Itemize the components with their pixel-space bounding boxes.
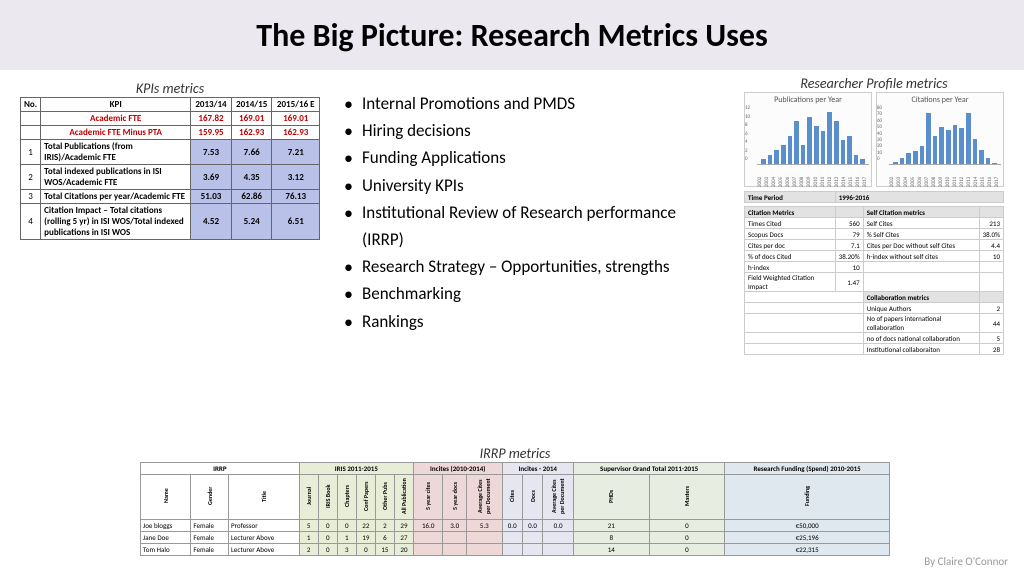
irrp-col-header: Funding <box>725 475 890 520</box>
kpis-section: KPIs metrics No.KPI2013/142014/152015/16… <box>20 80 320 240</box>
metric-row: Times Cited560Self Cites213 <box>745 218 1004 229</box>
chart-bar <box>768 155 773 164</box>
kpis-label: KPIs metrics <box>20 80 320 97</box>
metric-row: Scopus Docs79% Self Cites38.0% <box>745 229 1004 240</box>
chart-bar <box>953 125 958 164</box>
chart-bar <box>794 121 799 164</box>
bullet-item: Internal Promotions and PMDS <box>340 90 720 117</box>
irrp-col-header: PHDs <box>573 475 649 520</box>
bullet-item: Rankings <box>340 308 720 335</box>
irrp-col-header: 5 year cites <box>413 475 442 520</box>
chart-bar <box>933 136 938 165</box>
kpi-row: 2Total indexed publications in ISI WOS/A… <box>21 165 320 190</box>
irrp-col-header: All Publication <box>394 475 413 520</box>
bullet-list: Internal Promotions and PMDSHiring decis… <box>340 90 720 335</box>
chart-bar <box>801 145 806 164</box>
kpi-table: No.KPI2013/142014/152015/16 E Academic F… <box>20 97 320 240</box>
chart-bar <box>913 151 918 164</box>
kpi-col-header: 2013/14 <box>191 98 232 112</box>
collab-row: No of papers international collaboration… <box>745 314 1004 333</box>
chart-citations: Citations per Year 01020304050607080 200… <box>876 92 1004 187</box>
irrp-col-header: Journal <box>299 475 318 520</box>
irrp-col-header: Name <box>141 475 191 520</box>
metric-row: Cites per doc7.1Cites per Doc without se… <box>745 240 1004 251</box>
chart-bar <box>814 126 819 164</box>
bullet-item: Research Strategy – Opportunities, stren… <box>340 253 720 280</box>
kpi-col-header: 2014/15 <box>231 98 272 112</box>
chart-bar <box>854 155 859 164</box>
chart-bar <box>939 127 944 164</box>
bullet-item: Funding Applications <box>340 144 720 171</box>
irrp-table: IRRP IRIS 2011-2015 Incites (2010-2014) … <box>140 462 890 556</box>
kpi-col-header: 2015/16 E <box>272 98 320 112</box>
collab-row: no of docs national collaboration5 <box>745 333 1004 344</box>
irrp-col-header: 5 year docs <box>443 475 466 520</box>
chart-bar <box>946 130 951 164</box>
irrp-label: IRRP metrics <box>140 445 890 462</box>
chart-bar <box>926 113 931 164</box>
chart-bar <box>827 112 832 164</box>
chart-bar <box>959 128 964 164</box>
chart-bar <box>893 162 898 164</box>
chart-bar <box>774 150 779 164</box>
collab-row: Institutional collaboraiton28 <box>745 344 1004 355</box>
chart-bar <box>847 136 852 165</box>
metric-row: % of docs Cited38.20%h-index without sel… <box>745 251 1004 262</box>
irrp-col-header: Cites <box>502 475 522 520</box>
title-band: The Big Picture: Research Metrics Uses <box>0 0 1024 70</box>
irrp-row: Joe bloggsFemaleProfessor5002222916.03.0… <box>141 520 890 532</box>
profile-section: Researcher Profile metrics Publications … <box>744 75 1004 355</box>
irrp-section: IRRP metrics IRRP IRIS 2011-2015 Incites… <box>140 445 890 556</box>
chart-bar <box>821 131 826 164</box>
metric-row: Field Weighted Citation Impact1.47 <box>745 273 1004 292</box>
profile-metrics-table: Time Period1996-2016 Citation MetricsSel… <box>744 191 1004 355</box>
chart-bar <box>788 136 793 165</box>
byline: By Claire O'Connor <box>924 555 1008 568</box>
irrp-col-header: Other Pubs <box>375 475 394 520</box>
chart-bar <box>920 146 925 164</box>
kpi-row: 3Total Citations per year/Academic FTE51… <box>21 190 320 204</box>
irrp-row: Tom HaloFemaleLecturer Above20301520140€… <box>141 544 890 556</box>
kpi-row: 1Total Publications (from IRIS)/Academic… <box>21 140 320 165</box>
chart-bar <box>834 121 839 164</box>
kpi-row: 4Citation Impact – Total citations (roll… <box>21 204 320 240</box>
kpi-col-header: No. <box>21 98 41 112</box>
bullet-item: University KPIs <box>340 172 720 199</box>
bullet-item: Hiring decisions <box>340 117 720 144</box>
chart-bar <box>900 158 905 164</box>
profile-label: Researcher Profile metrics <box>744 75 1004 92</box>
irrp-col-header: Average Cites per Document <box>466 475 502 520</box>
chart-bar <box>841 140 846 164</box>
chart-bar <box>807 117 812 165</box>
irrp-col-header: IRIS Book <box>318 475 337 520</box>
chart-bar <box>860 159 865 164</box>
chart-bar <box>992 163 997 164</box>
kpi-row: Academic FTE167.82169.01169.01 <box>21 112 320 126</box>
irrp-col-header: Conf Papers <box>356 475 375 520</box>
irrp-col-header: Average Cites per Document <box>543 475 574 520</box>
irrp-col-header: Docs <box>522 475 542 520</box>
chart-bar <box>966 113 971 164</box>
chart-bar <box>761 159 766 164</box>
irrp-row: Jane DoeFemaleLecturer Above1011962780€2… <box>141 532 890 544</box>
chart-bar <box>781 145 786 164</box>
page-title: The Big Picture: Research Metrics Uses <box>256 16 767 55</box>
irrp-col-header: Chapters <box>337 475 356 520</box>
chart-bar <box>979 150 984 164</box>
irrp-col-header: Title <box>228 475 299 520</box>
chart-publications: Publications per Year 024681012 20022003… <box>744 92 872 187</box>
irrp-col-header: Gender <box>191 475 229 520</box>
chart-bar <box>973 139 978 164</box>
collab-row: Unique Authors2 <box>745 303 1004 314</box>
bullet-item: Institutional Review of Research perform… <box>340 199 720 253</box>
chart-bar <box>986 158 991 164</box>
bullet-item: Benchmarking <box>340 280 720 307</box>
metric-row: h-index10 <box>745 262 1004 273</box>
kpi-col-header: KPI <box>41 98 191 112</box>
chart-bar <box>906 153 911 164</box>
kpi-row: Academic FTE Minus PTA159.95162.93162.93 <box>21 126 320 140</box>
irrp-col-header: Masters <box>649 475 725 520</box>
